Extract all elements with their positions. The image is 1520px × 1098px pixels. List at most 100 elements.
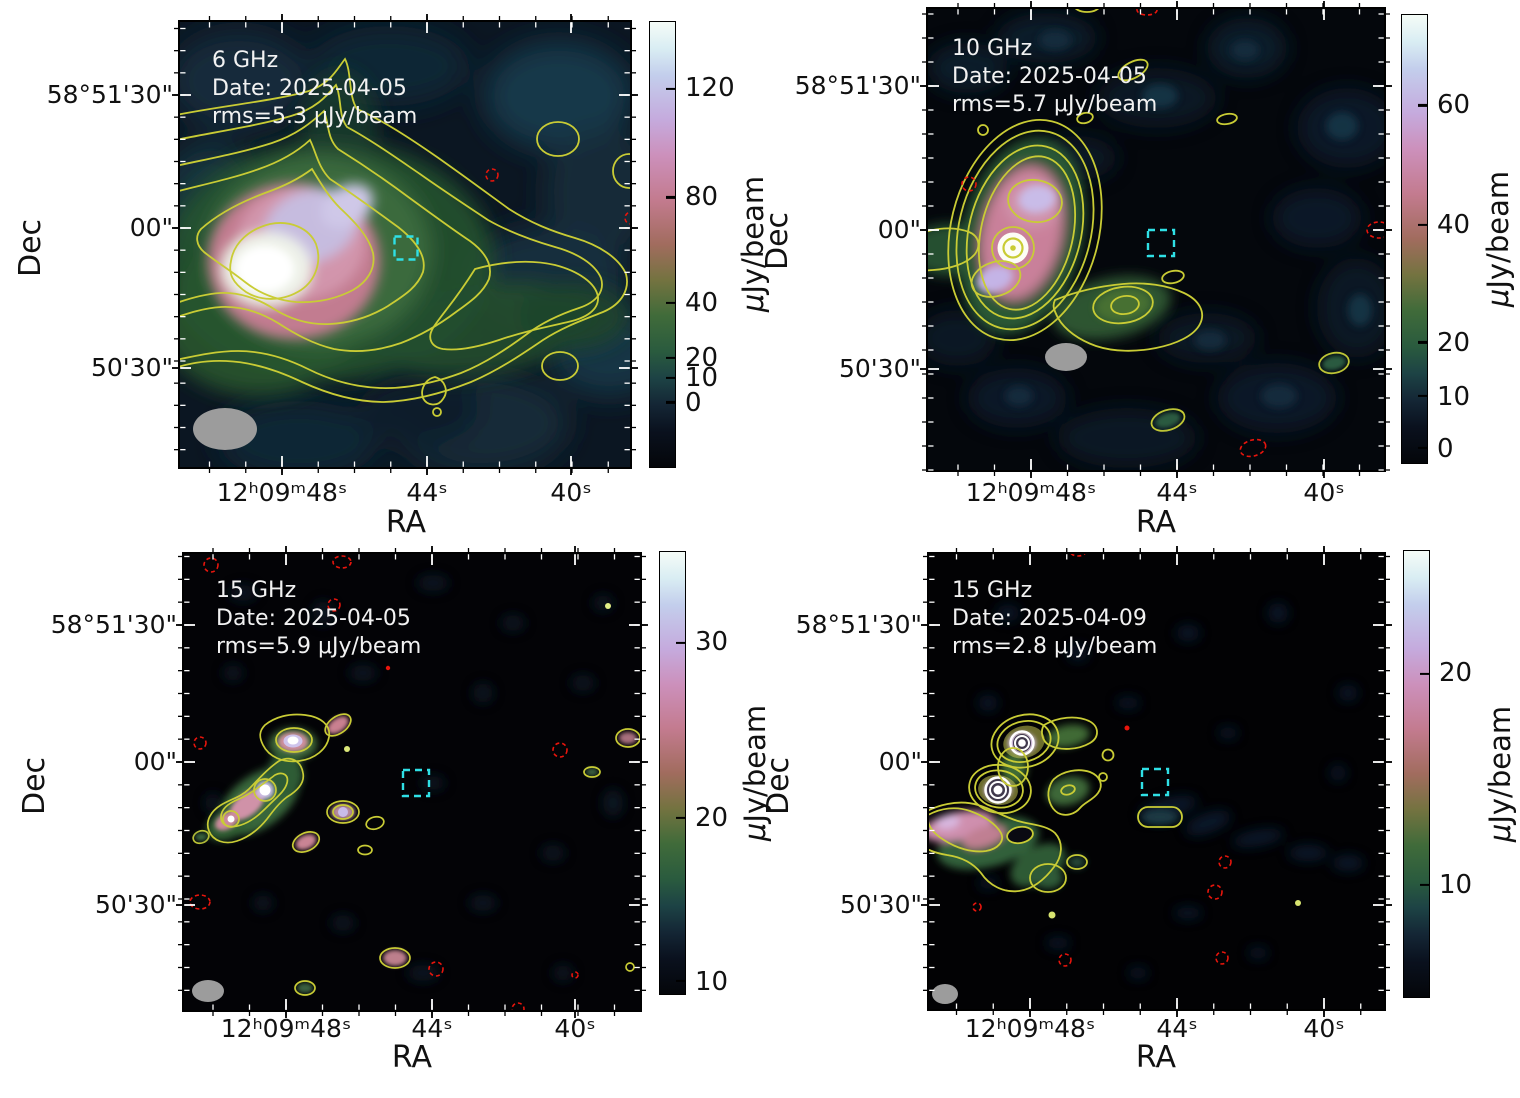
diffuse-emission [928, 724, 1179, 889]
colorbar-tick [676, 816, 685, 819]
p1-ylabel: Dec [13, 218, 48, 278]
p3-xlabel: RA [391, 1040, 433, 1075]
p4-xtick-2: 40ˢ [1303, 1014, 1345, 1043]
negative-contours [972, 553, 1232, 967]
p1-colorbar-gradient [649, 21, 676, 468]
colorbar-tick [666, 196, 675, 199]
scattered-islands [195, 603, 641, 996]
panel3-annotation: 15 GHz Date: 2025-04-05 rms=5.9 μJy/beam [216, 577, 421, 661]
p4-colorbar-gradient [1403, 550, 1430, 998]
colorbar-tick-label: 20 [695, 802, 729, 833]
p1-xtick-2: 40ˢ [550, 478, 592, 507]
p1-xtick-0: 12ʰ09ᵐ48ˢ [216, 478, 348, 507]
colorbar-tick [1418, 447, 1427, 450]
target-box [401, 768, 431, 798]
beam-ellipse [192, 980, 224, 1002]
p2-ytick-0: 58°51'30" [794, 71, 921, 100]
p3-xtick-2: 40ˢ [554, 1014, 596, 1043]
p3-ylabel: Dec [17, 756, 52, 816]
colorbar-tick-label: 40 [685, 288, 719, 319]
source-knots [976, 184, 1151, 322]
colorbar-tick-label: 20 [685, 343, 719, 374]
p3-colorbar: 30 20 10 [659, 551, 789, 995]
axis-ticks [172, 14, 638, 475]
axes-frame [926, 7, 1386, 472]
colorbar-tick [676, 641, 685, 644]
colorbar-tick [1418, 395, 1427, 398]
colorbar-tick [1418, 224, 1427, 227]
colorbar-tick-label: 20 [1439, 658, 1473, 689]
panel1-date: Date: 2025-04-05 [212, 76, 407, 101]
p3-ytick-2: 50'30" [95, 890, 177, 919]
positive-contours [179, 57, 631, 417]
colorbar-tick [1418, 341, 1427, 344]
panel1-frequency: 6 GHz [212, 48, 279, 73]
p1-ytick-2: 50'30" [91, 353, 173, 382]
beam-ellipse [193, 408, 257, 450]
p4-ylabel: Dec [761, 756, 796, 816]
target-box [1140, 767, 1170, 797]
colorbar-tick-label: 10 [1439, 870, 1473, 901]
colorbar-tick [1420, 672, 1429, 675]
colorbar-tick-label: 80 [685, 182, 719, 213]
p2-colorbar-gradient [1401, 14, 1428, 464]
target-box [1146, 228, 1176, 258]
colorbar-tick [676, 980, 685, 983]
colorbar-tick-label: 0 [1437, 434, 1454, 465]
p2-xtick-0: 12ʰ09ᵐ48ˢ [965, 478, 1097, 507]
island-fills [1155, 355, 1346, 428]
compact-dot [1295, 900, 1301, 906]
compact-source-b [978, 774, 1018, 806]
panel2-date: Date: 2025-04-05 [952, 64, 1147, 89]
p2-ytick-2: 50'30" [839, 354, 921, 383]
panel1-annotation: 6 GHz Date: 2025-04-05 rms=5.3 μJy/beam [212, 47, 417, 131]
colorbar-tick [666, 87, 675, 90]
p1-ytick-1: 00" [129, 213, 173, 242]
colorbar-tick-label: 10 [1437, 381, 1471, 412]
p4-colorbar-label: μJy/beam [1483, 705, 1517, 843]
colorbar-tick-label: 120 [685, 73, 735, 104]
source-cluster [192, 713, 385, 856]
panel-6ghz-map [172, 14, 638, 475]
colorbar-tick [1420, 883, 1429, 886]
p1-xlabel: RA [385, 505, 427, 540]
colorbar-tick [1418, 104, 1427, 107]
panel-15ghz-0405-map [176, 546, 648, 1018]
p2-colorbar-label: μJy/beam [1481, 170, 1515, 308]
positive-contours [927, 8, 1350, 432]
p3-xtick-0: 12ʰ09ᵐ48ˢ [220, 1014, 352, 1043]
noise-dot [385, 665, 391, 671]
p4-ytick-2: 50'30" [840, 890, 922, 919]
p4-ytick-0: 58°51'30" [795, 610, 922, 639]
colorbar-tick [666, 356, 675, 359]
source-peak [236, 246, 294, 292]
axes-frame [927, 552, 1386, 1011]
colorbar-tick-label: 0 [685, 388, 702, 419]
background-wisps [978, 603, 1364, 979]
p2-xtick-1: 44ˢ [1156, 478, 1198, 507]
p3-xtick-1: 44ˢ [411, 1014, 453, 1043]
faint-knots [1005, 30, 1372, 408]
negative-contours [485, 168, 631, 225]
colorbar-tick-label: 30 [695, 627, 729, 658]
axes-frame [182, 552, 642, 1012]
positive-contours [928, 713, 1183, 893]
colorbar-tick-label: 60 [1437, 89, 1471, 120]
p4-ytick-1: 00" [878, 747, 922, 776]
axis-ticks [921, 546, 1392, 1017]
beam-ellipse [1045, 343, 1087, 371]
colorbar-tick [666, 301, 675, 304]
noise-dot [1124, 725, 1130, 731]
p2-colorbar: 60 40 20 10 0 [1401, 14, 1520, 464]
p1-ytick-0: 58°51'30" [46, 80, 173, 109]
p1-xtick-1: 44ˢ [406, 478, 448, 507]
p4-xtick-1: 44ˢ [1156, 1014, 1198, 1043]
p4-colorbar: 20 10 [1403, 550, 1520, 998]
panel3-rms: rms=5.9 μJy/beam [216, 634, 422, 659]
p3-colorbar-gradient [659, 551, 686, 995]
panel4-date: Date: 2025-04-09 [952, 606, 1147, 631]
colorbar-tick-label: 40 [1437, 210, 1471, 241]
panel2-annotation: 10 GHz Date: 2025-04-05 rms=5.7 μJy/beam [952, 35, 1157, 119]
compact-dot [1048, 911, 1056, 919]
